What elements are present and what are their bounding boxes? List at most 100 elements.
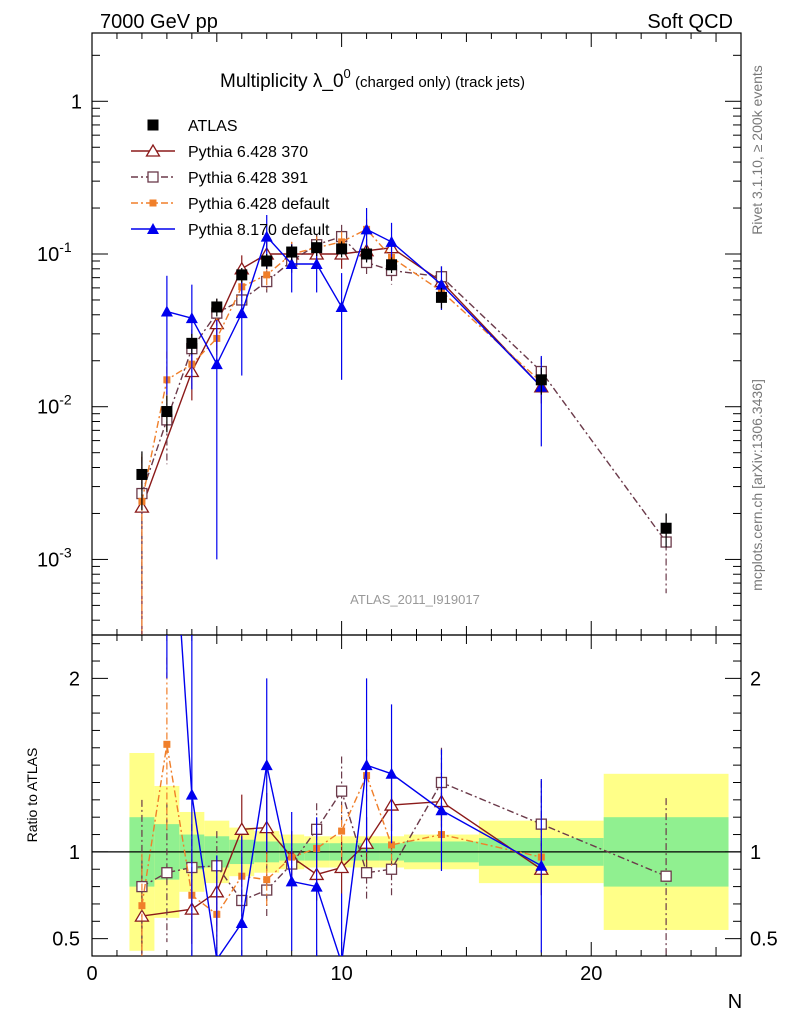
series-point <box>385 235 398 247</box>
series-point <box>260 230 273 242</box>
series-point <box>263 271 271 279</box>
series-point <box>210 358 223 370</box>
header-process: Soft QCD <box>647 11 733 33</box>
ratio-frame <box>91 634 742 957</box>
analysis-id: ATLAS_2011_I919017 <box>350 592 480 607</box>
atlas-point <box>386 259 398 271</box>
atlas-point <box>211 301 223 313</box>
mcplots-label: mcplots.cern.ch [arXiv:1306.3436] <box>749 379 765 591</box>
series-point <box>285 258 298 270</box>
ratio-series-group <box>134 635 672 956</box>
ratio-y-tick-label-right: 0.5 <box>750 929 778 951</box>
atlas-point <box>435 291 447 303</box>
x-tick-label: 10 <box>330 963 352 985</box>
ratio-point <box>385 767 398 779</box>
ratio-y-tick-label-right: 1 <box>750 842 761 864</box>
ratio-point <box>660 870 672 882</box>
atlas-point <box>286 246 298 258</box>
legend-marker <box>147 223 159 234</box>
atlas-point <box>311 242 323 254</box>
ratio-point <box>360 759 373 771</box>
x-axis-label: N <box>728 991 742 1013</box>
chart-title: Multiplicity λ_00 (charged only) (track … <box>220 66 525 92</box>
ratio-point <box>161 867 173 879</box>
ratio-y-tick-label: 2 <box>69 668 80 690</box>
series-point <box>435 278 448 290</box>
ratio-point <box>310 880 323 892</box>
series-line <box>166 228 542 388</box>
atlas-point <box>261 255 273 267</box>
legend-label: ATLAS <box>188 118 238 135</box>
ratio-point <box>285 875 298 887</box>
series-point <box>310 258 323 270</box>
y-tick-exponent: -2 <box>59 392 72 408</box>
y-tick-base: 10 <box>37 549 59 571</box>
ratio-point <box>338 827 346 835</box>
atlas-point <box>535 374 547 386</box>
atlas-point <box>161 406 173 418</box>
series-point <box>235 307 248 319</box>
ratio-point <box>388 841 396 849</box>
y-tick-exponent: -1 <box>59 239 72 255</box>
legend-label: Pythia 8.170 default <box>188 222 330 239</box>
legend-marker <box>145 143 161 157</box>
ratio-point <box>435 804 448 816</box>
ratio-point <box>263 876 271 884</box>
ratio-point <box>260 759 273 771</box>
ratio-point <box>335 785 348 797</box>
ratio-point <box>234 822 250 835</box>
series-point <box>160 305 173 317</box>
x-tick-label: 20 <box>580 963 602 985</box>
ratio-point <box>138 902 146 910</box>
ratio-point <box>535 859 548 871</box>
series-line <box>141 246 542 508</box>
atlas-point <box>660 522 672 534</box>
chart-title-rest: (charged only) (track jets) <box>351 74 525 91</box>
rivet-label: Rivet 3.1.10, ≥ 200k events <box>749 65 765 235</box>
y-axis-label-ratio: Ratio to ATLAS <box>24 748 40 843</box>
legend-marker <box>147 171 159 183</box>
legend-label: Pythia 6.428 391 <box>188 170 308 187</box>
ratio-panel: 0 10 20 0.5 0.5 1 1 2 2 <box>52 634 778 985</box>
main-series-group <box>134 208 672 635</box>
ratio-point <box>235 917 248 929</box>
atlas-point <box>336 243 348 255</box>
atlas-point <box>136 468 148 480</box>
series-point <box>360 223 373 235</box>
ratio-y-tick-label-right: 2 <box>750 668 761 690</box>
atlas-point <box>361 248 373 260</box>
ratio-point <box>185 788 198 800</box>
ratio-point <box>215 953 219 956</box>
y-tick-exponent: -3 <box>59 544 72 560</box>
y-tick-label: 1 <box>71 91 82 113</box>
legend-marker <box>147 119 159 131</box>
header-energy: 7000 GeV pp <box>100 11 218 33</box>
ratio-y-tick-label: 1 <box>69 842 80 864</box>
legend-marker <box>149 199 157 207</box>
ratio-point <box>360 867 373 879</box>
legend-label: Pythia 6.428 default <box>188 196 330 213</box>
series-line <box>141 235 667 543</box>
legend-label: Pythia 6.428 370 <box>188 144 308 161</box>
atlas-point <box>236 269 248 281</box>
y-tick-label: 10-1 <box>37 239 72 266</box>
legend: ATLAS Pythia 6.428 370 Pythia 6.428 391 Pyt… <box>131 118 330 239</box>
y-tick-label: 10-2 <box>37 392 72 419</box>
ratio-line <box>180 635 542 956</box>
ratio-line <box>141 781 667 902</box>
atlas-point <box>186 337 198 349</box>
ratio-point <box>333 860 350 874</box>
y-tick-base: 10 <box>37 397 59 419</box>
main-panel: 10-310-210-11 <box>37 32 742 956</box>
ratio-y-tick-label: 0.5 <box>52 929 80 951</box>
chart-title-main: Multiplicity λ_0 <box>220 71 344 92</box>
y-tick-base: 10 <box>37 244 59 266</box>
chart-title-sup: 0 <box>344 66 351 81</box>
series-point <box>335 300 348 312</box>
x-tick-label: 0 <box>86 963 97 985</box>
series-point <box>185 312 198 324</box>
ratio-point <box>163 740 171 748</box>
y-tick-label: 10-3 <box>37 544 72 571</box>
